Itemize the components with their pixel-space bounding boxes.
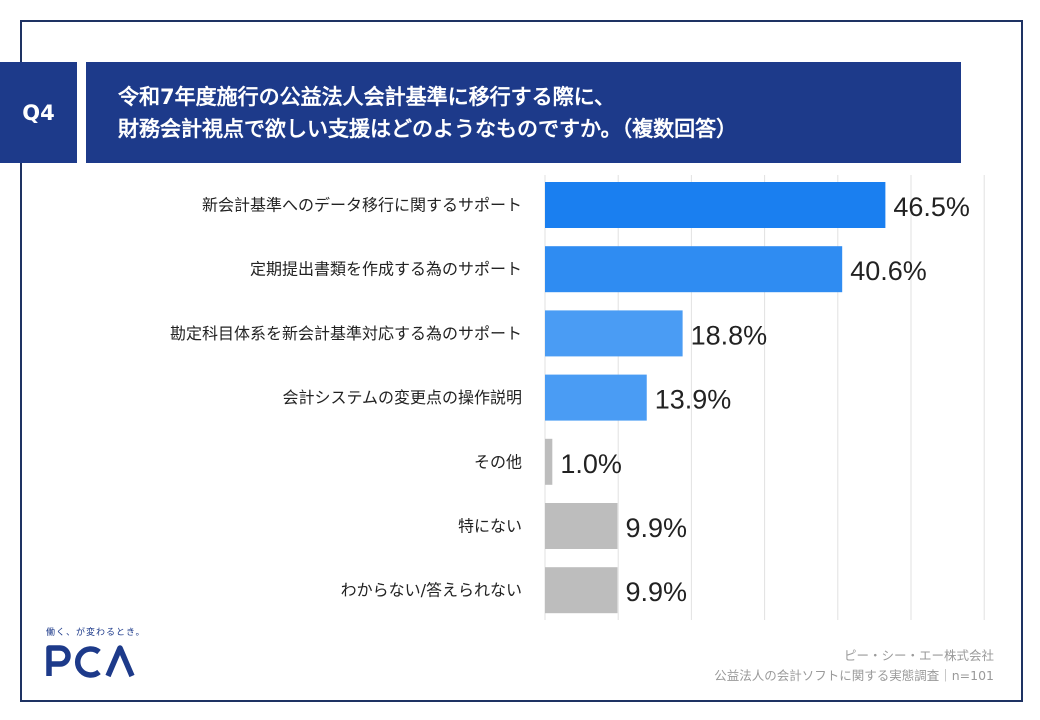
category-label-6: わからない/答えられない <box>341 581 522 600</box>
category-label-4: その他 <box>474 452 522 471</box>
value-label-1: 40.6% <box>850 256 927 286</box>
bar-1 <box>545 246 843 293</box>
question-number-box: Q4 <box>0 62 77 163</box>
question-title-box: 令和7年度施行の公益法人会計基準に移行する際に、 財務会計視点で欲しい支援はどの… <box>86 62 961 163</box>
value-label-6: 9.9% <box>625 577 687 607</box>
bar-5 <box>545 503 618 549</box>
bar-0 <box>545 182 886 228</box>
category-label-5: 特にない <box>458 517 522 536</box>
question-number: Q4 <box>22 100 55 125</box>
footer-survey: 公益法人の会計ソフトに関する実態調査｜n=101 <box>714 668 994 683</box>
footer: ピー・シー・エー株式会社 公益法人の会計ソフトに関する実態調査｜n=101 <box>714 646 994 686</box>
footer-company: ピー・シー・エー株式会社 <box>843 648 994 663</box>
category-label-3: 会計システムの変更点の操作説明 <box>282 388 522 407</box>
value-label-4: 1.0% <box>560 449 622 479</box>
value-label-5: 9.9% <box>625 513 687 543</box>
chart-frame <box>20 20 1023 702</box>
value-label-3: 13.9% <box>655 385 732 415</box>
value-label-0: 46.5% <box>893 192 970 222</box>
bar-6 <box>545 567 618 614</box>
category-label-2: 勘定科目体系を新会計基準対応する為のサポート <box>170 324 522 343</box>
value-label-2: 18.8% <box>691 320 768 350</box>
question-title-line1: 令和7年度施行の公益法人会計基準に移行する際に、 <box>118 84 615 109</box>
bar-3 <box>545 374 647 421</box>
bar-2 <box>545 310 683 357</box>
pca-logo <box>46 645 135 678</box>
brand-tagline: 働く、が変わるとき。 <box>46 628 146 638</box>
question-title-line2: 財務会計視点で欲しい支援はどのようなものですか。（複数回答） <box>118 116 738 141</box>
category-label-1: 定期提出書類を作成する為のサポート <box>250 260 522 279</box>
bar-4 <box>545 438 553 485</box>
category-label-0: 新会計基準へのデータ移行に関するサポート <box>202 196 522 215</box>
